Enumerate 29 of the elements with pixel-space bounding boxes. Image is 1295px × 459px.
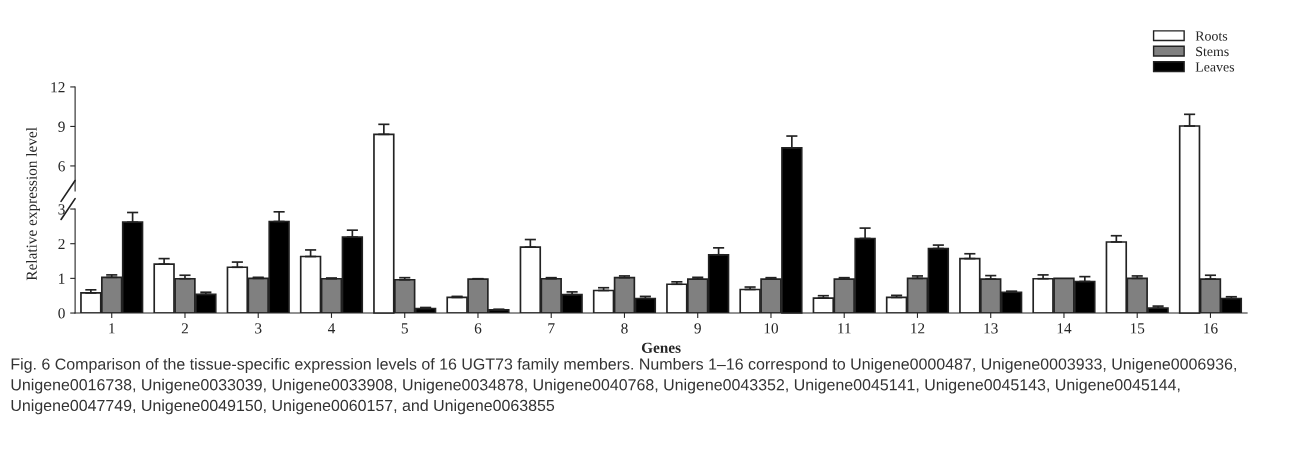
legend-label: Leaves (1195, 62, 1235, 72)
x-tick-label: 12 (911, 323, 925, 334)
x-tick-label: 5 (401, 323, 408, 334)
x-tick-label: 10 (764, 323, 779, 334)
x-tick-label: 11 (838, 323, 851, 334)
x-tick-label: 16 (1204, 323, 1218, 334)
x-tick-label: 3 (255, 323, 262, 334)
y-tick-label: 0 (58, 308, 65, 319)
legend-label: Stems (1196, 46, 1229, 57)
x-tick-label: 14 (1057, 323, 1072, 334)
y-tick-label: 12 (51, 82, 65, 93)
caption: Fig. 6 Comparison of the tissue-specific expression levels of 16 UGT73 family members. Numbers 1–16 correspond to Unigene0000487, Unigene0003933, Unigene0006936, Unigene0016738, Unigene0033039, Unigene0033908, Unigene0034878, Unigene0040768, Unigene0043352, Unigene0045141, Unigene0045143, Unigene0045144, Unigene0047749, Unigene0049150, Unigene0060157, and Unigene0063855 (11, 358, 1236, 415)
x-tick-label: 6 (474, 323, 482, 334)
y-tick-label: 1 (59, 273, 65, 284)
legend-label: Roots (1195, 31, 1228, 41)
y-tick-label: 2 (58, 238, 65, 249)
y-tick-label: 9 (58, 121, 65, 132)
x-tick-label: 7 (548, 323, 555, 334)
x-tick-label: 8 (621, 323, 628, 334)
y-tick-label: 3 (58, 204, 65, 215)
x-axis-title: Genes (641, 342, 681, 353)
x-tick-label: 1 (109, 323, 115, 334)
x-tick-label: 4 (327, 323, 336, 334)
x-tick-label: 13 (984, 323, 998, 334)
y-tick-label: 6 (58, 161, 65, 172)
x-tick-label: 15 (1130, 323, 1145, 334)
x-tick-label: 9 (694, 323, 701, 334)
y-axis-title: Relative expression level (26, 127, 40, 281)
x-tick-label: 2 (181, 323, 188, 334)
